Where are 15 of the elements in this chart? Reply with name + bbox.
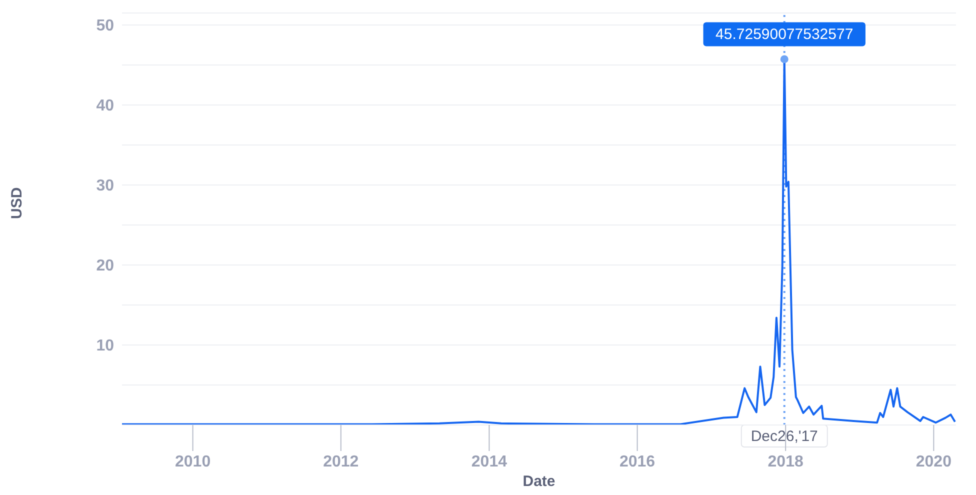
y-tick-label: 50 — [96, 18, 114, 35]
y-tick-label: 30 — [96, 178, 114, 195]
x-tick-label: 2016 — [619, 453, 656, 470]
y-tick-label: 40 — [96, 98, 114, 115]
annotation: 45.72590077532577 — [716, 26, 854, 44]
x-tick-label: 2010 — [175, 453, 211, 470]
x-axis-title: Date — [522, 473, 556, 490]
x-tick-label: 2012 — [323, 453, 359, 470]
y-tick-label: 10 — [96, 338, 114, 355]
x-tick-label: 2020 — [916, 453, 952, 470]
y-tick-label: 20 — [96, 258, 114, 275]
ref-line-label: Dec26,'17 — [750, 428, 818, 445]
x-tick-label: 2018 — [768, 453, 804, 470]
x-tick-label: 2014 — [471, 453, 508, 470]
y-axis-title: USD — [8, 187, 26, 219]
